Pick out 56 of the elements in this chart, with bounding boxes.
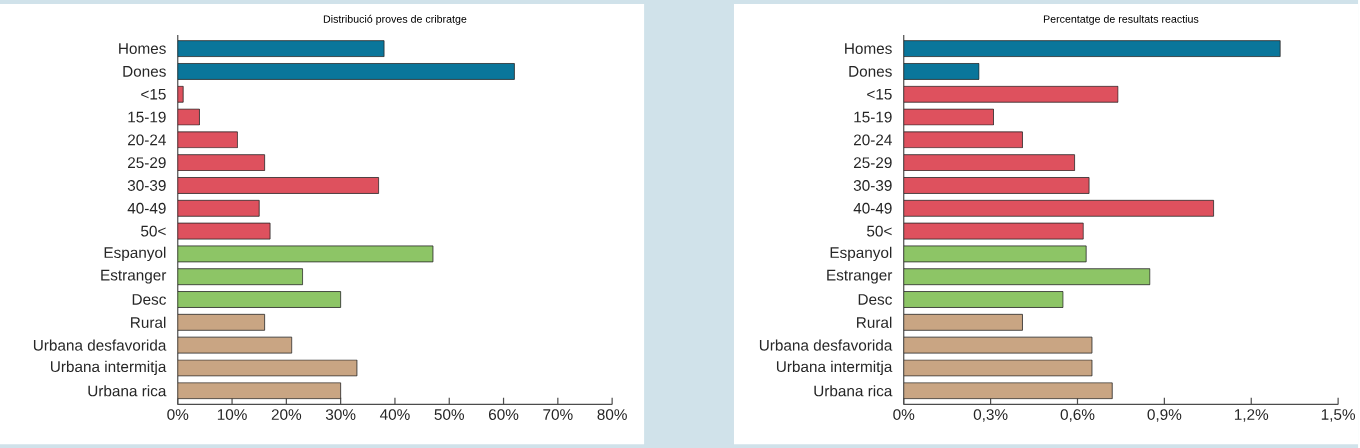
y-tick-label: 25-29 [853, 157, 892, 168]
x-tick-label: 0% [893, 408, 915, 420]
y-tick-label: 15-19 [854, 111, 892, 123]
x-tick-label: 0,3% [973, 408, 1008, 422]
y-tick-label: Espanyol [830, 246, 892, 261]
bar [903, 154, 1075, 171]
y-tick-label: 25-29 [128, 157, 166, 168]
y-tick-label: Rural [857, 316, 892, 328]
y-tick-label: Desc [858, 294, 892, 305]
x-tick-label: 1,2% [1234, 408, 1269, 422]
y-tick-label: <15 [141, 88, 166, 100]
y-tick-label: 40-49 [127, 202, 166, 214]
y-tick-label: 20-24 [128, 134, 166, 146]
bar [903, 108, 994, 126]
y-tick-label: Espanyol [104, 246, 166, 261]
x-tick-label: 30% [325, 408, 356, 420]
y-tick-label: Urbana intermitja [51, 360, 167, 375]
y-tick-label: Estranger [827, 269, 893, 284]
x-tick-label: 10% [217, 408, 247, 420]
x-tick-label: 0% [167, 408, 189, 420]
y-tick-label: Urbana rica [814, 384, 893, 397]
x-tick-label: 50% [434, 408, 465, 420]
y-tick-label: 40-49 [853, 202, 892, 214]
y-tick-label: 30-39 [853, 179, 892, 191]
y-tick-label: Homes [845, 43, 892, 54]
y-tick-label: 15-19 [128, 111, 166, 123]
y-tick-label: 30-39 [127, 179, 166, 191]
y-tick-label: 50< [867, 225, 892, 237]
y-tick-label: Urbana intermitja [776, 360, 893, 375]
y-tick-label: Dones [123, 65, 166, 77]
y-tick-label: 20-24 [853, 134, 892, 146]
x-tick-label: 70% [543, 408, 573, 420]
bar [903, 382, 1113, 399]
y-tick-label: <15 [867, 88, 892, 100]
y-tick-label: Desc [132, 294, 166, 305]
x-tick-label: 60% [488, 408, 519, 420]
y-tick-label: Dones [849, 65, 892, 77]
x-tick-label: 40% [379, 408, 410, 420]
bar [903, 85, 1119, 103]
y-tick-label: Homes [119, 43, 166, 54]
y-tick-label: Rural [131, 316, 166, 328]
bar [903, 62, 980, 80]
x-tick-label: 0,9% [1147, 408, 1182, 422]
x-tick-label: 20% [271, 408, 302, 420]
bar [903, 131, 1023, 149]
y-tick-label: Urbana rica [88, 384, 167, 397]
y-tick-label: 50< [141, 225, 166, 237]
chart-title: Percentatge de resultats reactius [1043, 14, 1199, 25]
chart-title: Distribució proves de cribratge [323, 14, 467, 25]
y-tick-label: Urbana desfavorida [33, 339, 167, 351]
bar [903, 359, 1093, 377]
x-tick-label: 80% [597, 408, 627, 420]
y-tick-label: Estranger [101, 269, 167, 284]
y-tick-label: Urbana desfavorida [759, 339, 893, 351]
x-tick-label: 0,6% [1060, 408, 1095, 422]
x-tick-label: 1,5% [1321, 408, 1356, 422]
